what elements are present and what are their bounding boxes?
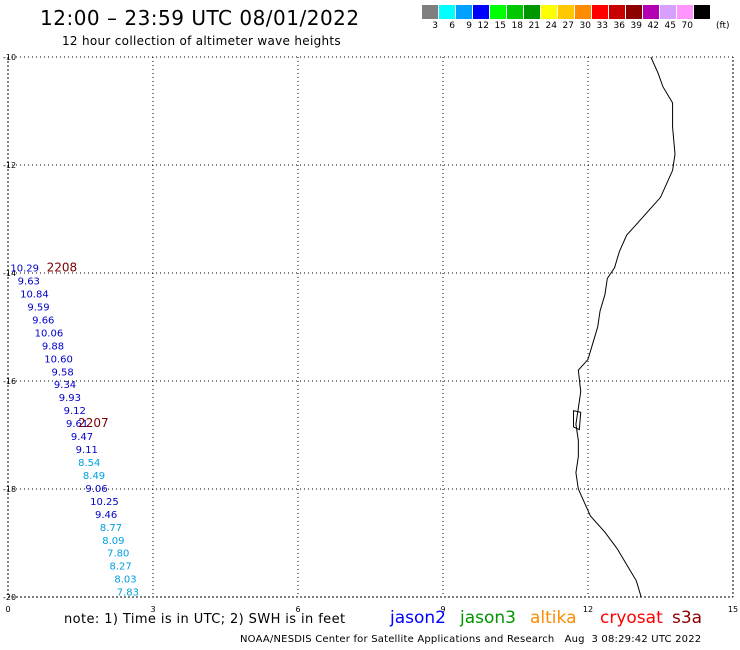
scale-label: 12	[477, 21, 489, 31]
scale-label: 6	[449, 21, 455, 31]
island-outline	[573, 410, 582, 431]
satellite-jason2: jason2	[390, 608, 446, 628]
scale-label: 3	[432, 21, 438, 31]
scale-label: 39	[630, 21, 642, 31]
scale-swatch	[456, 5, 473, 19]
scale-swatch	[592, 5, 609, 19]
scale-label: 24	[545, 21, 557, 31]
scale-swatch	[473, 5, 490, 19]
wave-height-value: 9.61	[66, 419, 88, 430]
wave-height-value: 7.80	[107, 549, 129, 560]
wave-height-value: 8.49	[83, 471, 105, 482]
scale-swatch	[490, 5, 507, 19]
latitude-label: -14	[3, 269, 16, 278]
wave-height-value: 9.34	[54, 380, 76, 391]
scale-label: 45	[664, 21, 676, 31]
timestamp: Aug 3 08:29:42 UTC 2022	[564, 634, 702, 645]
scale-swatch	[643, 5, 660, 19]
scale-swatch	[541, 5, 558, 19]
scale-label: 33	[596, 21, 608, 31]
scale-label: 36	[613, 21, 625, 31]
satellite-altika: altika	[530, 608, 577, 628]
latitude-label: -18	[3, 485, 16, 494]
wave-height-value: 9.88	[42, 341, 64, 352]
wave-height-value: 8.77	[100, 523, 122, 534]
scale-label: 18	[511, 21, 523, 31]
pass-time-label: 2208	[47, 261, 78, 275]
scale-swatch	[694, 5, 711, 19]
latitude-label: -16	[3, 377, 16, 386]
scale-swatch	[507, 5, 524, 19]
footnote: note: 1) Time is in UTC; 2) SWH is in fe…	[64, 612, 346, 627]
color-scale-bar	[422, 5, 711, 19]
satellite-s3a: s3a	[672, 608, 703, 628]
longitude-label: 15	[728, 605, 738, 614]
wave-height-value: 9.06	[85, 484, 107, 495]
scale-swatch	[439, 5, 456, 19]
scale-label: 9	[466, 21, 472, 31]
wave-height-value: 9.12	[64, 406, 86, 417]
scale-label: 42	[647, 21, 659, 31]
map-frame	[7, 56, 734, 598]
wave-height-value: 9.58	[52, 367, 74, 378]
scale-swatch	[558, 5, 575, 19]
scale-swatch	[422, 5, 439, 19]
wave-height-value: 10.25	[90, 497, 119, 508]
longitude-label: 6	[295, 605, 300, 614]
map-subtitle: 12 hour collection of altimeter wave hei…	[62, 34, 341, 48]
wave-height-value: 9.11	[76, 445, 98, 456]
wave-height-value: 10.84	[20, 290, 49, 301]
wave-height-value: 8.27	[110, 562, 132, 573]
scale-swatch	[626, 5, 643, 19]
coastline	[575, 56, 676, 598]
longitude-label: 3	[150, 605, 155, 614]
color-scale-unit: (ft)	[716, 21, 730, 31]
scale-swatch	[677, 5, 694, 19]
wave-height-value: 9.66	[32, 315, 54, 326]
wave-height-value: 8.54	[78, 458, 100, 469]
map-title: 12:00 – 23:59 UTC 08/01/2022	[40, 6, 360, 30]
scale-label: 70	[681, 21, 693, 31]
wave-height-value: 10.06	[35, 328, 64, 339]
wave-height-value: 10.60	[44, 354, 73, 365]
wave-height-value: 9.63	[18, 277, 40, 288]
wave-height-value: 9.47	[71, 432, 93, 443]
wave-height-value: 9.59	[27, 302, 49, 313]
credit-text: NOAA/NESDIS Center for Satellite Applica…	[240, 634, 555, 645]
wave-height-value: 7.83	[117, 588, 139, 599]
wave-height-value: 8.03	[114, 575, 136, 586]
pass-time-label: 2207	[78, 416, 109, 430]
scale-label: 30	[579, 21, 591, 31]
scale-label: 27	[562, 21, 574, 31]
latitude-label: -10	[3, 53, 16, 62]
scale-swatch	[660, 5, 677, 19]
wave-height-value: 9.93	[59, 393, 81, 404]
longitude-label: 12	[583, 605, 593, 614]
credit-line: NOAA/NESDIS Center for Satellite Applica…	[240, 634, 701, 645]
wave-height-value: 10.29	[10, 264, 39, 275]
satellite-jason3: jason3	[460, 608, 516, 628]
scale-swatch	[575, 5, 592, 19]
satellite-cryosat: cryosat	[600, 608, 663, 628]
latitude-label: -12	[3, 161, 16, 170]
wave-height-value: 8.09	[102, 536, 124, 547]
scale-label: 15	[494, 21, 506, 31]
scale-swatch	[524, 5, 541, 19]
latitude-label: -20	[3, 593, 16, 602]
scale-swatch	[609, 5, 626, 19]
longitude-label: 0	[5, 605, 10, 614]
scale-label: 21	[528, 21, 540, 31]
longitude-label: 9	[440, 605, 445, 614]
wave-height-value: 9.46	[95, 510, 117, 521]
color-scale-labels: 3 6 9 12 15 18 21 24 27 30 33 36 39 42 45 70	[422, 21, 694, 31]
